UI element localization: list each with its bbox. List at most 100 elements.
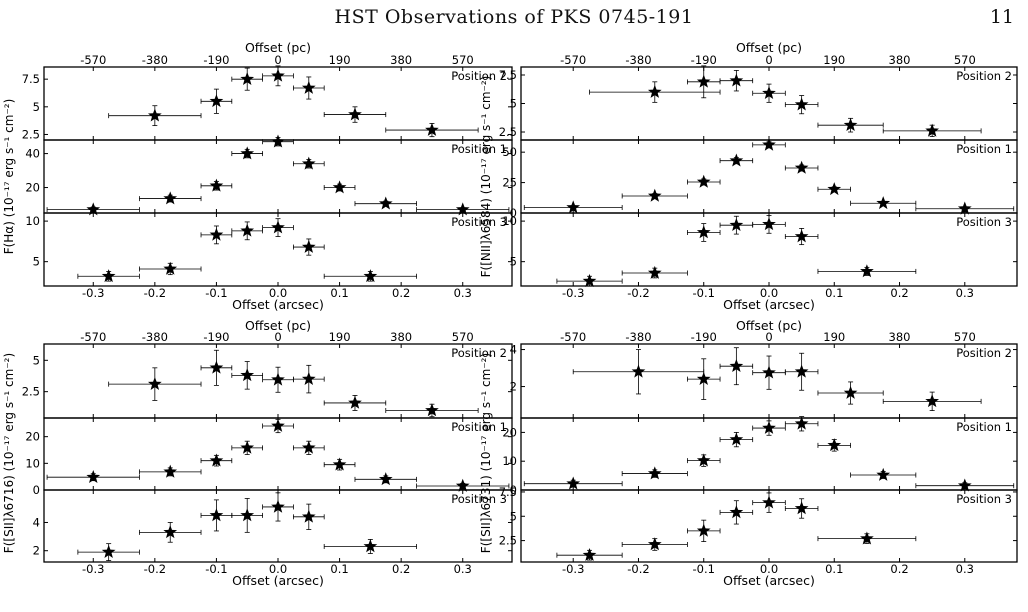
data-point-star	[209, 453, 224, 467]
data-point-star	[647, 466, 662, 480]
data-point-star	[762, 420, 776, 434]
data-point-star	[378, 196, 393, 210]
data-point-star	[86, 202, 101, 216]
data-point-star	[209, 227, 224, 241]
y-tick-label: 40	[25, 147, 40, 161]
top-tick-label: -190	[691, 330, 717, 344]
data-point-star	[925, 394, 940, 408]
y-tick-label: 20	[502, 425, 517, 439]
data-point-star	[240, 146, 255, 160]
panel-frame	[520, 66, 1018, 141]
position-label: Position 2	[451, 69, 507, 83]
data-point-star	[209, 94, 224, 108]
top-tick-label: 0	[274, 330, 281, 344]
data-point-star	[363, 269, 378, 283]
y-tick-label: 7.5	[22, 72, 40, 86]
bottom-tick-label: -0.3	[82, 562, 104, 576]
top-tick-label: 570	[452, 330, 474, 344]
data-point-star	[696, 225, 711, 239]
data-point-star	[455, 478, 470, 492]
bottom-axis-label: Offset (arcsec)	[232, 573, 324, 588]
y-tick-label: 50	[502, 145, 517, 159]
data-point-star	[332, 457, 347, 471]
y-tick-label: 10	[502, 214, 517, 228]
data-point-star	[209, 360, 224, 374]
bottom-tick-label: -0.2	[627, 562, 649, 576]
bottom-tick-label: -0.3	[82, 286, 104, 300]
y-tick-label: 5	[33, 255, 40, 269]
data-point-star	[762, 137, 776, 151]
data-point-star	[631, 364, 646, 378]
y-tick-label: 5	[510, 97, 517, 111]
y-tick-label: 2.5	[22, 385, 40, 399]
data-point-star	[332, 180, 347, 194]
data-point-star	[163, 525, 178, 539]
data-point-star	[301, 80, 316, 94]
bottom-tick-label: 0.1	[825, 562, 843, 576]
top-tick-label: -380	[142, 330, 168, 344]
bottom-tick-label: 0.2	[890, 286, 908, 300]
data-point-star	[925, 123, 940, 137]
data-point-star	[696, 453, 711, 467]
bottom-tick-label: 0.2	[392, 562, 410, 576]
top-tick-label: 570	[954, 53, 976, 67]
position-label: Position 3	[956, 215, 1012, 229]
y-tick-label: 2.5	[22, 127, 40, 141]
position-label: Position 1	[956, 420, 1012, 434]
data-point-star	[271, 418, 285, 432]
y-tick-label: 4	[33, 515, 40, 529]
y-tick-label: 5	[33, 353, 40, 367]
bottom-tick-label: 0.1	[330, 562, 348, 576]
data-point-star	[794, 364, 809, 378]
top-tick-label: -380	[142, 53, 168, 67]
data-point-star	[301, 239, 316, 253]
data-point-star	[762, 217, 776, 231]
top-tick-label: -570	[80, 330, 106, 344]
top-tick-label: -190	[203, 330, 229, 344]
data-point-star	[647, 84, 662, 98]
top-tick-label: 0	[765, 53, 772, 67]
data-point-star	[762, 86, 776, 100]
data-point-star	[271, 134, 285, 148]
data-point-star	[957, 478, 972, 492]
data-point-star	[240, 508, 255, 522]
y-tick-label: 10	[25, 456, 40, 470]
data-point-star	[271, 68, 285, 82]
data-point-star	[101, 544, 116, 558]
bottom-tick-label: -0.2	[144, 562, 166, 576]
y-tick-label: 10	[25, 214, 40, 228]
running-title: HST Observations of PKS 0745-191	[334, 6, 694, 28]
position-label: Position 3	[956, 492, 1012, 506]
y-axis-label: F(Hα) (10⁻¹⁷ erg s⁻¹ cm⁻²)	[2, 99, 16, 255]
bottom-tick-label: 0.0	[269, 286, 287, 300]
y-tick-label: 5	[33, 100, 40, 114]
top-tick-label: -380	[625, 53, 651, 67]
bottom-tick-label: 0.2	[392, 286, 410, 300]
data-point-star	[301, 509, 316, 523]
top-tick-label: 190	[823, 53, 845, 67]
top-tick-label: 570	[954, 330, 976, 344]
top-tick-label: 190	[823, 330, 845, 344]
panel-frame	[520, 212, 1018, 287]
data-point-star	[696, 523, 711, 537]
top-tick-label: -190	[203, 53, 229, 67]
top-axis-label: Offset (pc)	[245, 40, 311, 55]
y-tick-label: 2.5	[499, 534, 517, 548]
y-tick-label: 25	[502, 176, 517, 190]
data-point-star	[163, 464, 178, 478]
data-point-star	[647, 188, 662, 202]
bottom-tick-label: -0.1	[205, 286, 227, 300]
data-point-star	[240, 440, 255, 454]
bottom-tick-label: 0.3	[956, 562, 974, 576]
bottom-tick-label: 0.0	[760, 562, 778, 576]
y-tick-label: 10	[502, 454, 517, 468]
data-point-star	[301, 156, 316, 170]
data-point-star	[647, 537, 662, 551]
top-tick-label: 190	[329, 330, 351, 344]
data-point-star	[876, 196, 891, 210]
panel-frame	[43, 212, 513, 287]
top-tick-label: 570	[452, 53, 474, 67]
data-point-star	[696, 371, 711, 385]
data-point-star	[582, 273, 597, 287]
data-point-star	[729, 73, 744, 87]
